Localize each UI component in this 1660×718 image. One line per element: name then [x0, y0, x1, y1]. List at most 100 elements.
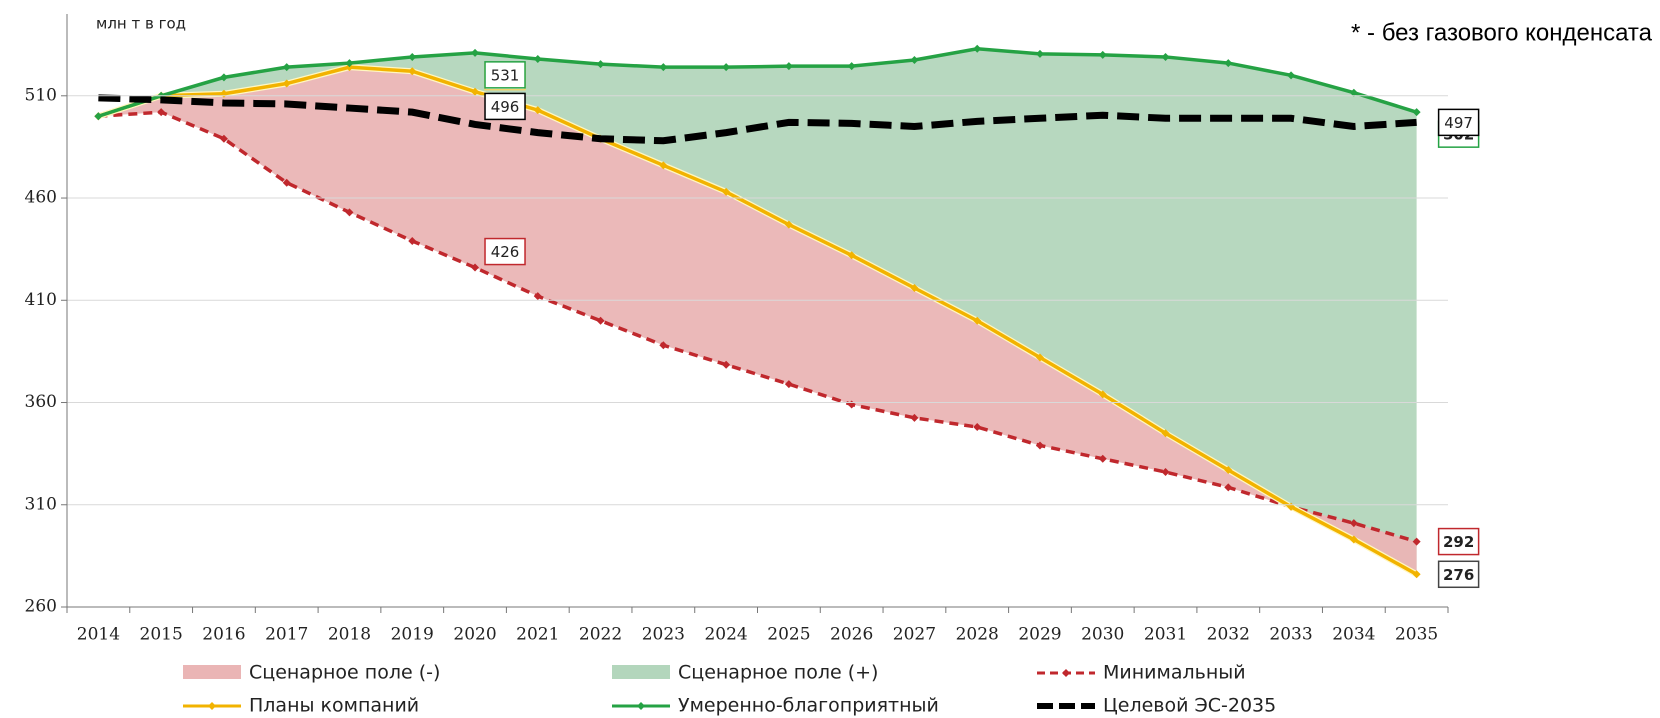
legend-marker [208, 702, 216, 710]
marker [784, 62, 793, 71]
x-tick-label: 2029 [1018, 625, 1061, 645]
marker [847, 251, 856, 260]
x-tick-label: 2021 [516, 625, 559, 645]
marker [219, 134, 228, 143]
y-tick-label: 410 [25, 290, 57, 310]
marker [471, 263, 480, 272]
marker [722, 360, 731, 369]
data-label: 497 [1444, 114, 1473, 132]
marker [1098, 50, 1107, 59]
y-tick-label: 460 [25, 188, 57, 208]
marker [910, 413, 919, 422]
data-label: 276 [1443, 566, 1474, 584]
x-tick-label: 2024 [704, 625, 747, 645]
marker [1224, 483, 1233, 492]
legend-label: Умеренно-благоприятный [678, 695, 939, 717]
x-tick-label: 2031 [1144, 625, 1187, 645]
marker [659, 63, 668, 72]
legend-marker [1062, 669, 1070, 677]
x-tick-label: 2034 [1332, 625, 1375, 645]
marker [1349, 88, 1358, 97]
marker [596, 316, 605, 325]
marker [1161, 429, 1170, 438]
legend-label: Минимальный [1103, 662, 1246, 684]
marker [847, 62, 856, 71]
x-tick-label: 2023 [642, 625, 685, 645]
marker [533, 54, 542, 63]
legend-label: Сценарное поле (+) [678, 662, 878, 684]
x-tick-label: 2015 [140, 625, 183, 645]
marker [345, 208, 354, 217]
marker [471, 48, 480, 57]
legend-swatch [612, 665, 670, 679]
x-tick-label: 2025 [767, 625, 810, 645]
marker [910, 284, 919, 293]
x-tick-label: 2028 [956, 625, 999, 645]
label-box [1437, 108, 1480, 137]
x-tick-label: 2022 [579, 625, 622, 645]
marker [157, 108, 166, 117]
series-line [97, 46, 1418, 118]
series-line [98, 94, 1417, 145]
x-tick-label: 2035 [1395, 625, 1438, 645]
marker [1349, 519, 1358, 528]
label-box [484, 61, 526, 89]
legend-label: Целевой ЭС-2035 [1103, 695, 1276, 717]
x-tick-label: 2033 [1269, 625, 1312, 645]
marker [1224, 59, 1233, 68]
marker [659, 341, 668, 350]
data-label: 531 [491, 66, 520, 84]
marker [1035, 353, 1044, 362]
label-box [484, 92, 526, 121]
label-box [1437, 560, 1480, 589]
marker [471, 87, 480, 96]
legend-box [125, 652, 1295, 718]
x-tick-label: 2032 [1207, 625, 1250, 645]
marker [1035, 49, 1044, 58]
marker [784, 220, 793, 229]
y-tick-label: 510 [25, 85, 57, 105]
x-tick-label: 2019 [391, 625, 434, 645]
marker [596, 60, 605, 69]
annotation: * - без газового конденсата [1351, 19, 1653, 46]
y-tick-label: 260 [25, 597, 57, 617]
series-line [97, 65, 1418, 576]
marker [722, 187, 731, 196]
legend-label: Сценарное поле (-) [249, 662, 440, 684]
x-tick-label: 2017 [265, 625, 308, 645]
marker [659, 161, 668, 170]
marker [533, 106, 542, 115]
data-label: 292 [1443, 533, 1474, 551]
marker [1224, 465, 1233, 474]
marker [910, 56, 919, 65]
x-tick-label: 2014 [77, 625, 120, 645]
marker [1098, 390, 1107, 399]
marker [1161, 468, 1170, 477]
y-tick-label: 360 [25, 392, 57, 412]
marker [1349, 535, 1358, 544]
marker [784, 380, 793, 389]
label-box [1437, 527, 1480, 556]
x-tick-label: 2018 [328, 625, 371, 645]
marker [345, 59, 354, 68]
marker [408, 236, 417, 245]
marker [408, 52, 417, 61]
marker [1412, 537, 1421, 546]
marker [408, 67, 417, 76]
x-tick-label: 2016 [202, 625, 245, 645]
marker [973, 44, 982, 53]
marker [219, 73, 228, 82]
marker [1412, 108, 1421, 117]
marker [1098, 454, 1107, 463]
y-axis-label: млн т в год [96, 15, 186, 33]
y-tick-label: 310 [25, 494, 57, 514]
x-tick-label: 2020 [453, 625, 496, 645]
marker [533, 292, 542, 301]
marker [1287, 71, 1296, 80]
marker [1035, 441, 1044, 450]
x-tick-label: 2026 [830, 625, 873, 645]
plot-area [94, 44, 1421, 579]
data-label: 496 [491, 98, 520, 116]
legend-swatch [183, 665, 241, 679]
